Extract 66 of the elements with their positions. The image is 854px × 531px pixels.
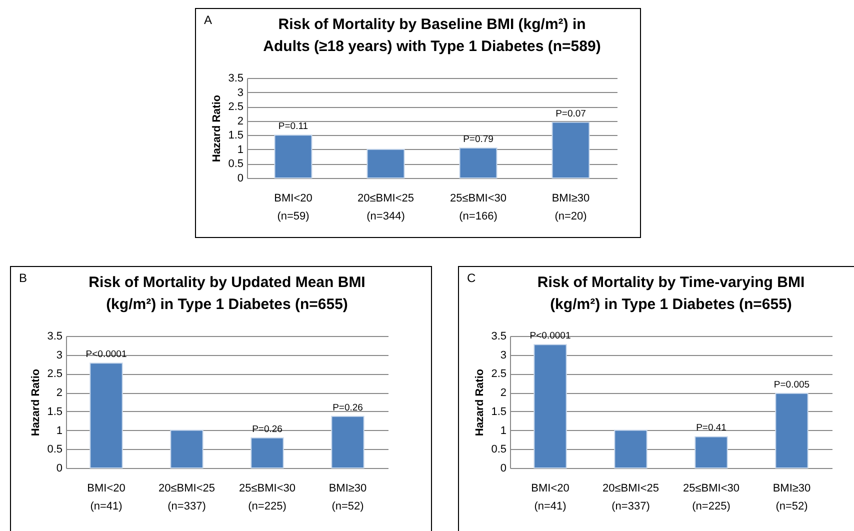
x-tick-label: 20≤BMI<25 (n=344) [358,192,414,222]
y-tick-label: 0 [500,462,506,474]
y-tick-label: 0.5 [228,158,244,170]
y-axis-title: Hazard Ratio [30,368,42,436]
y-tick-label: 3 [56,349,62,362]
bar [614,430,648,468]
y-tick-label: 1 [500,424,506,437]
annotation: P<0.0001 [530,330,571,342]
y-axis-title: Hazard Ratio [211,94,224,162]
x-tick-label: 25≤BMI<30 (n=166) [450,192,506,222]
y-tick-label: 0.5 [47,444,62,456]
y-tick-label: 2.5 [47,368,62,380]
y-tick-label: 1 [237,144,244,156]
chart-title: Risk of Mortality by Updated Mean BMI (kg/m²) in Type 1 Diabetes (n=655) [88,274,366,313]
chart-title: Risk of Mortality by Time-varying BMI (kg/m²) in Type 1 Diabetes (n=655) [537,274,805,313]
bar [90,362,123,468]
y-axis-title: Hazard Ratio [474,368,486,436]
text: C [467,271,476,285]
x-tick-label: BMI<20 (n=41) [531,482,570,512]
bar [459,148,498,178]
y-tick-label: 2.5 [491,368,506,380]
bar [250,437,284,468]
bar [694,436,728,468]
x-tick-label: 20≤BMI<25 (n=337) [158,482,215,512]
chart-title: Risk of Mortality by Baseline BMI (kg/m²) in Adults (≥18 years) with Type 1 Diabetes (n=589) [263,16,601,55]
text: A [204,13,212,27]
annotation: P=0.11 [278,121,308,132]
annotation: P=0.26 [332,402,363,414]
bar [775,392,808,468]
x-tick-label: 25≤BMI<30 (n=225) [239,482,296,512]
x-tick-label: 25≤BMI<30 (n=225) [683,482,740,512]
y-tick-label: 2 [237,115,244,128]
x-tick-label: BMI<20 (n=59) [274,192,312,222]
text: B [19,271,28,285]
x-tick-label: BMI≥30 (n=52) [772,482,811,512]
y-tick-label: 2.5 [228,101,244,114]
y-tick-label: 0 [56,462,62,474]
y-tick-label: 1.5 [47,406,62,418]
y-tick-label: 0.5 [491,444,506,456]
x-tick-label: BMI<20 (n=41) [87,482,126,512]
x-tick-label: BMI≥30 (n=20) [552,192,590,222]
y-tick-label: 3 [500,349,506,362]
y-tick-label: 2 [56,387,62,400]
x-tick-label: 20≤BMI<25 (n=337) [602,482,659,512]
y-tick-label: 3.5 [491,330,506,342]
bar [366,148,405,178]
y-tick-label: 1 [56,424,62,437]
bar [534,344,567,468]
y-tick-label: 1.5 [228,130,244,142]
x-tick-label: BMI≥30 (n=52) [328,482,367,512]
y-tick-label: 2 [500,387,506,400]
annotation: P=0.41 [696,422,726,434]
annotation: P=0.79 [463,134,494,145]
annotation: P=0.07 [556,108,586,120]
y-tick-label: 0 [237,172,244,184]
y-tick-label: 1.5 [491,406,506,418]
bar [274,134,312,178]
annotation: P=0.26 [252,424,282,435]
annotation: P<0.0001 [86,349,127,360]
annotation: P=0.005 [774,379,810,390]
bar [331,416,364,468]
bar [170,430,204,468]
bar [552,122,590,178]
y-tick-label: 3.5 [228,72,244,84]
y-tick-label: 3 [237,86,244,99]
y-tick-label: 3.5 [47,330,62,342]
